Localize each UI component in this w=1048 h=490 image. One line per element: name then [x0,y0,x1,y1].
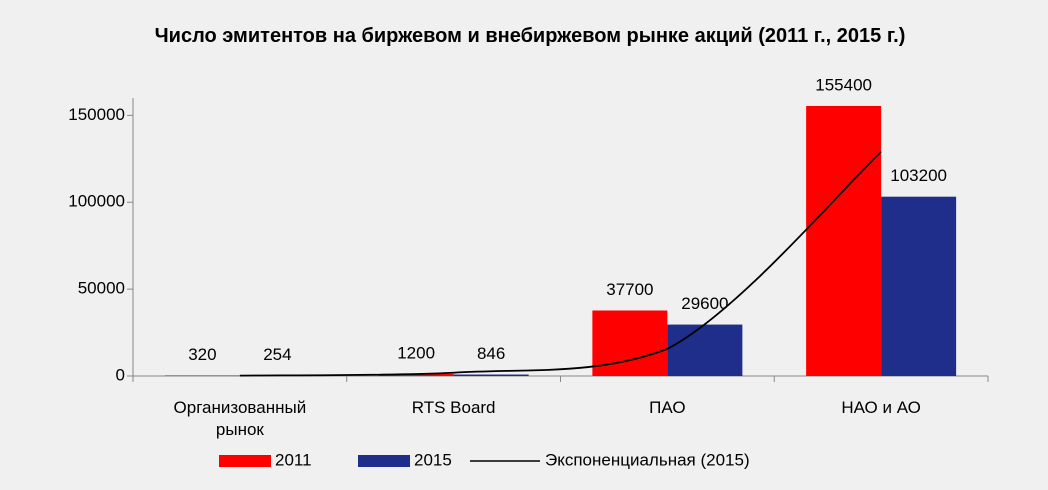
legend-label: Экспоненциальная (2015) [545,450,750,469]
bar [378,373,454,376]
y-tick-label: 50000 [78,279,125,298]
y-tick-label: 100000 [68,192,125,211]
data-label: 29600 [681,294,728,313]
bar [592,310,668,376]
y-tick-label: 0 [116,365,125,384]
legend-swatch [219,455,271,467]
x-tick-label: ПАО [649,398,686,417]
data-label: 254 [263,345,291,364]
legend-label: 2011 [275,450,312,469]
data-label: 155400 [815,75,872,94]
x-tick-label: RTS Board [411,398,496,417]
bar [806,105,882,377]
x-tick-label: НАО и АО [841,398,921,417]
bar [667,324,743,376]
data-label: 37700 [606,280,653,299]
legend-label: 2015 [414,450,452,469]
data-label: 103200 [890,166,947,185]
bar [164,375,240,376]
data-label: 846 [477,344,505,363]
chart-title: Число эмитентов на биржевом и внебиржево… [154,25,906,47]
x-tick-label: Организованный рынок [173,398,307,439]
y-tick-label: 150000 [68,105,125,124]
bar [453,374,529,376]
bar [881,196,957,376]
legend-swatch [358,455,410,467]
trend-line [239,151,882,377]
data-label: 320 [188,345,216,364]
data-label: 1200 [397,343,435,362]
